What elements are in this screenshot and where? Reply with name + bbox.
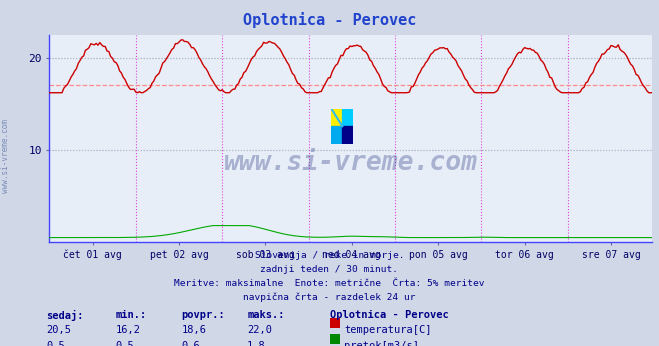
Text: Slovenija / reke in morje.: Slovenija / reke in morje. (255, 251, 404, 260)
Text: maks.:: maks.: (247, 310, 285, 320)
Text: 16,2: 16,2 (115, 325, 140, 335)
Text: min.:: min.: (115, 310, 146, 320)
Text: www.si-vreme.com: www.si-vreme.com (224, 150, 478, 176)
Text: 22,0: 22,0 (247, 325, 272, 335)
Text: www.si-vreme.com: www.si-vreme.com (1, 119, 10, 193)
Text: 0,6: 0,6 (181, 341, 200, 346)
Text: temperatura[C]: temperatura[C] (344, 325, 432, 335)
Text: pretok[m3/s]: pretok[m3/s] (344, 341, 419, 346)
Text: 20,5: 20,5 (46, 325, 71, 335)
Text: navpična črta - razdelek 24 ur: navpična črta - razdelek 24 ur (243, 292, 416, 302)
Text: 0,5: 0,5 (115, 341, 134, 346)
Text: Oplotnica - Perovec: Oplotnica - Perovec (330, 310, 448, 320)
Text: 0,5: 0,5 (46, 341, 65, 346)
Text: 1,8: 1,8 (247, 341, 266, 346)
Text: 18,6: 18,6 (181, 325, 206, 335)
Text: sedaj:: sedaj: (46, 310, 84, 321)
Text: zadnji teden / 30 minut.: zadnji teden / 30 minut. (260, 265, 399, 274)
Text: povpr.:: povpr.: (181, 310, 225, 320)
Text: Meritve: maksimalne  Enote: metrične  Črta: 5% meritev: Meritve: maksimalne Enote: metrične Črta… (174, 279, 485, 288)
Text: Oplotnica - Perovec: Oplotnica - Perovec (243, 12, 416, 28)
